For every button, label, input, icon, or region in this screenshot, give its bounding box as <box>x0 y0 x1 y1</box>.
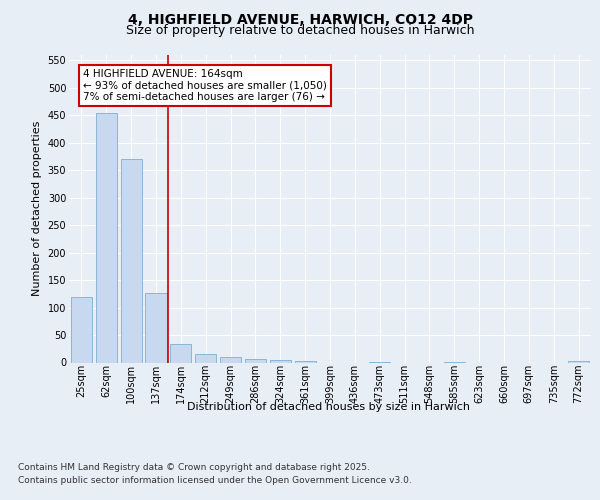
Bar <box>195 354 216 362</box>
Bar <box>71 296 92 362</box>
Text: Contains public sector information licensed under the Open Government Licence v3: Contains public sector information licen… <box>18 476 412 485</box>
Bar <box>96 112 117 362</box>
Bar <box>270 360 291 362</box>
Text: Contains HM Land Registry data © Crown copyright and database right 2025.: Contains HM Land Registry data © Crown c… <box>18 462 370 471</box>
Bar <box>170 344 191 362</box>
Text: Distribution of detached houses by size in Harwich: Distribution of detached houses by size … <box>187 402 470 412</box>
Text: Size of property relative to detached houses in Harwich: Size of property relative to detached ho… <box>126 24 474 37</box>
Bar <box>245 358 266 362</box>
Text: 4, HIGHFIELD AVENUE, HARWICH, CO12 4DP: 4, HIGHFIELD AVENUE, HARWICH, CO12 4DP <box>128 12 473 26</box>
Bar <box>121 160 142 362</box>
Text: 4 HIGHFIELD AVENUE: 164sqm
← 93% of detached houses are smaller (1,050)
7% of se: 4 HIGHFIELD AVENUE: 164sqm ← 93% of deta… <box>83 68 326 102</box>
Bar <box>145 293 167 362</box>
Y-axis label: Number of detached properties: Number of detached properties <box>32 121 42 296</box>
Bar <box>220 357 241 362</box>
